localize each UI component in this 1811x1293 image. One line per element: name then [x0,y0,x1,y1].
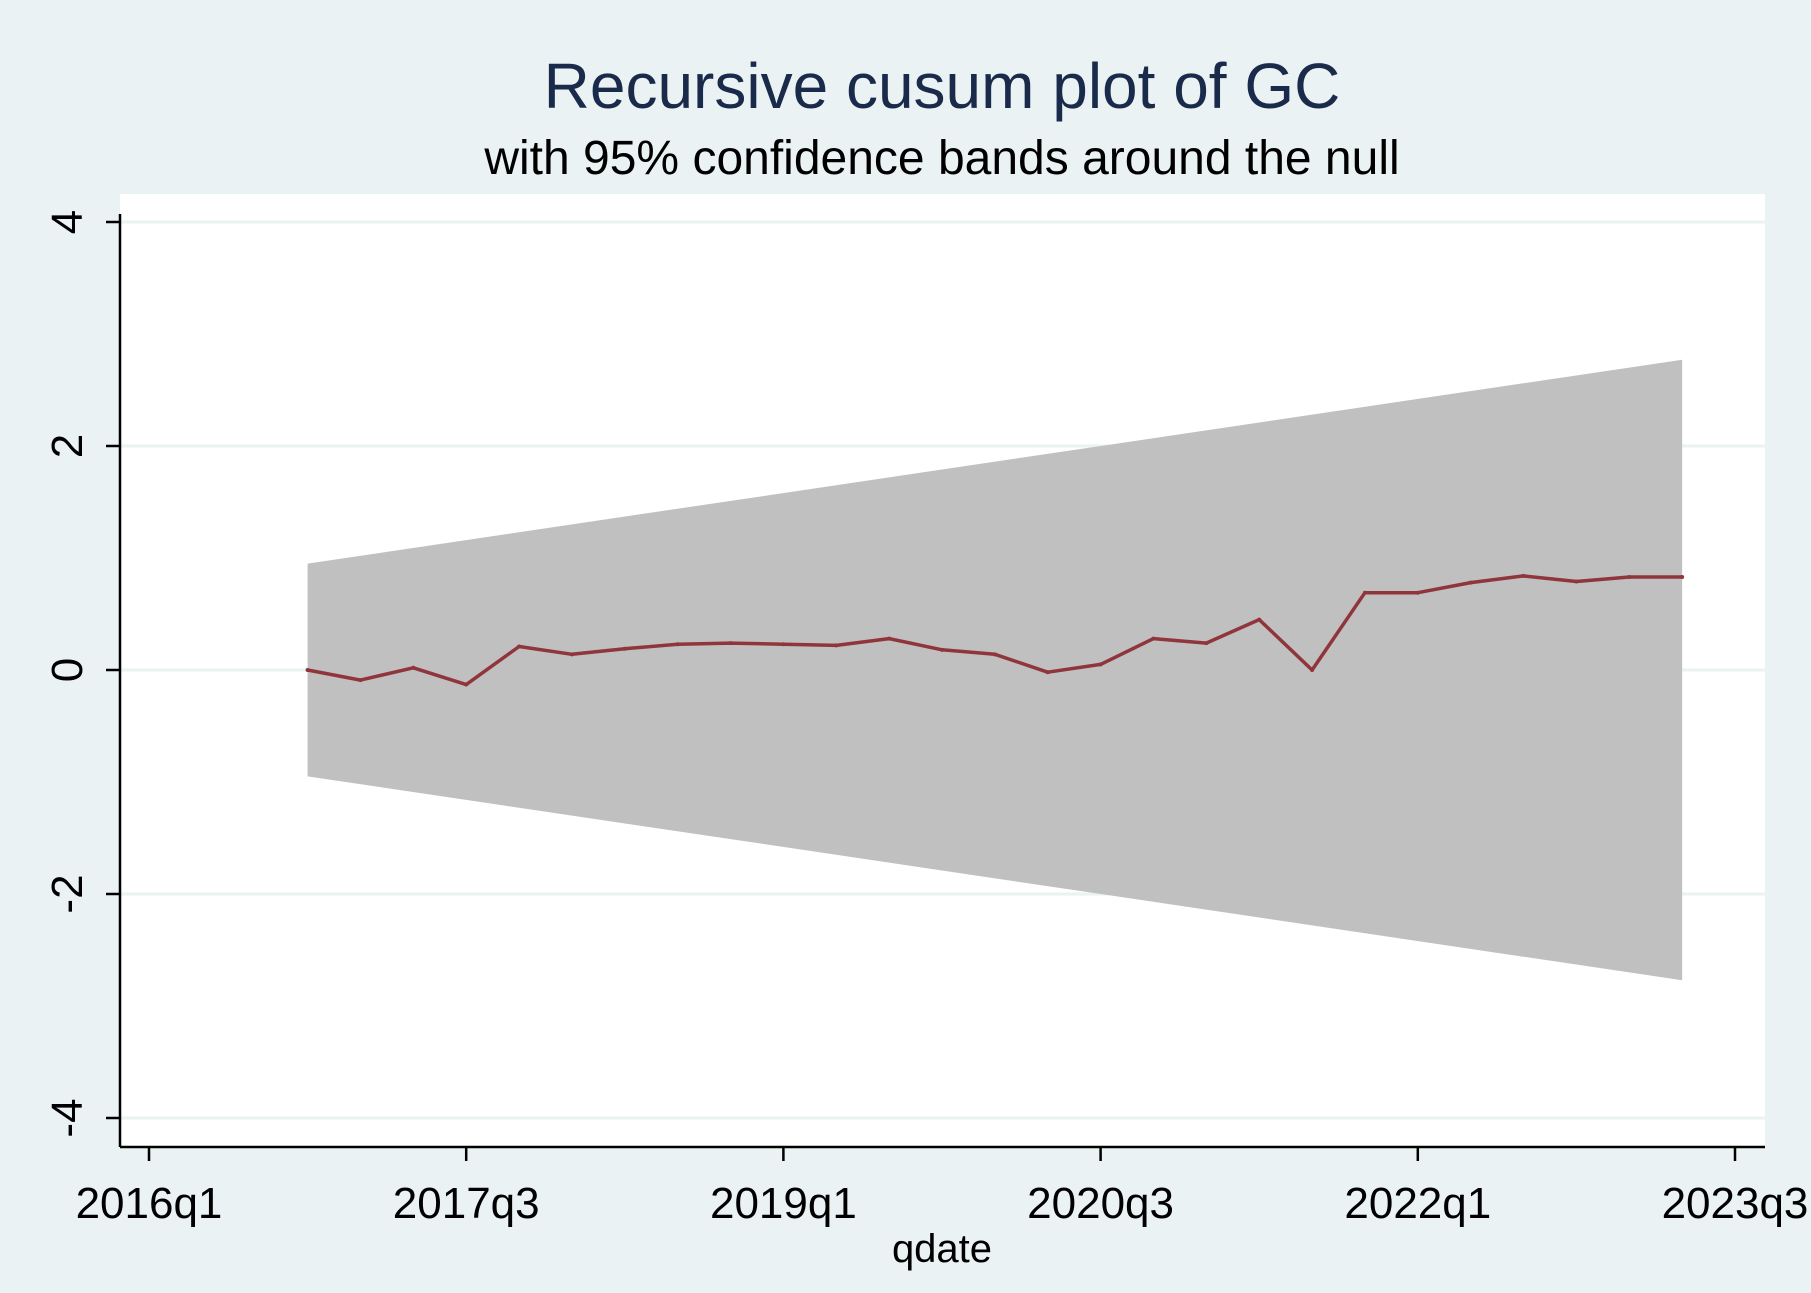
cusum-point-2022q3 [1521,573,1526,578]
cusum-point-2020q3 [1098,662,1103,667]
cusum-point-2018q4 [728,641,733,646]
cusum-point-2021q1 [1204,641,1209,646]
y-tick-label: 4 [43,210,92,234]
cusum-point-2018q1 [569,652,574,657]
cusum-point-2016q4 [305,668,310,672]
axes [106,214,1765,1161]
cusum-point-2019q2 [834,643,839,648]
y-tick-label: -2 [43,874,92,913]
cusum-point-2017q4 [517,644,522,649]
cusum-point-2018q2 [622,646,627,651]
cusum-point-2020q2 [1045,670,1050,675]
cusum-point-2021q3 [1310,668,1315,672]
x-axis-title: qdate [892,1227,992,1271]
cusum-point-2019q4 [940,647,944,652]
x-tick-label: 2017q3 [393,1179,540,1228]
cusum-point-2019q3 [887,636,892,641]
cusum-point-2022q4 [1574,579,1579,584]
y-tick-label: 2 [43,434,92,458]
cusum-point-2021q4 [1362,590,1367,595]
cusum-point-2017q2 [411,665,416,670]
x-tick-label: 2023q3 [1662,1179,1809,1228]
chart-title: Recursive cusum plot of GC [544,50,1341,122]
cusum-point-2020q1 [992,652,997,657]
y-tick-label: -4 [43,1098,92,1137]
x-tick-label: 2016q1 [76,1179,223,1228]
x-tick-label: 2019q1 [710,1179,857,1228]
confidence-band-layer [307,359,1683,981]
cusum-point-2023q2 [1680,575,1685,580]
cusum-point-2017q3 [464,682,469,687]
cusum-point-2022q1 [1415,590,1420,595]
x-tick-label: 2020q3 [1027,1179,1174,1228]
y-tick-label: 0 [43,658,92,682]
cusum-point-2018q3 [675,642,680,647]
cusum-point-2020q4 [1151,636,1156,641]
x-tick-label: 2022q1 [1344,1179,1491,1228]
tick-labels: 4 2 0 -2 -4 2016q1 2017q3 2019q1 2020q3 2022q1 202… [43,210,1808,1228]
chart-subtitle: with 95% confidence bands around the nul… [483,132,1399,185]
cusum-point-2019q1 [781,642,786,647]
confidence-band [307,359,1683,981]
cusum-point-2023q1 [1627,575,1632,580]
series-layer [305,573,1685,687]
cusum-point-2022q2 [1468,580,1473,585]
cusum-point-2017q1 [358,678,363,683]
cusum-point-2021q2 [1257,617,1262,622]
